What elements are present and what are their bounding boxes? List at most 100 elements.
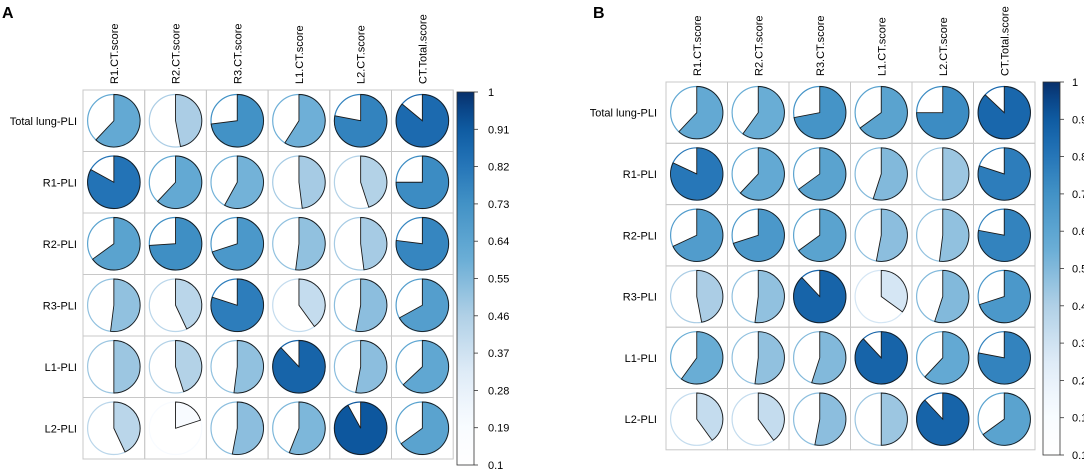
pie-glyph [731, 331, 785, 385]
pie-slice [754, 269, 785, 324]
pie-slice [298, 155, 326, 209]
pie-glyph [148, 401, 203, 456]
pie-slice [732, 208, 785, 262]
pie-glyph [210, 216, 265, 271]
pie-glyph [86, 93, 141, 148]
pie-slice [333, 94, 388, 148]
colorbar-tick-label: 0.91 [1072, 114, 1084, 126]
colorbar-tick-label: 0.28 [488, 385, 509, 397]
pie-glyph [333, 339, 388, 394]
pie-slice [977, 86, 1031, 140]
pie-slice [360, 217, 388, 271]
pie-glyph [915, 331, 970, 385]
colorbar-tick-label: 0.82 [1072, 152, 1084, 164]
pie-slice [742, 86, 785, 140]
pie-glyph [915, 392, 970, 446]
grid-cell [973, 388, 1036, 451]
colorbar-tick-label: 0.28 [1072, 375, 1084, 387]
colorbar-tick-label: 0.46 [488, 311, 509, 323]
pie-slice [977, 331, 1031, 385]
pie-glyph [395, 278, 450, 333]
row-label: Total lung-PLI [10, 116, 77, 128]
colorbar-tick-label: 0.19 [488, 423, 509, 435]
pie-slice [288, 401, 326, 455]
column-label: R1.CT.score [109, 23, 121, 84]
row-label: R3-PLI [623, 292, 657, 304]
pie-glyph [977, 392, 1031, 446]
pie-glyph [669, 269, 724, 324]
pie-glyph [272, 93, 326, 148]
pie-slice [355, 340, 388, 394]
pie-slice [793, 86, 847, 140]
pie-glyph [669, 392, 724, 446]
pie-glyph [272, 401, 326, 456]
pie-glyph [148, 339, 203, 394]
pie-slice [355, 278, 388, 332]
pie-slice [113, 401, 141, 453]
colorbar-tick-label: 0.64 [1072, 226, 1084, 238]
pie-glyph [86, 401, 141, 456]
colorbar-tick-label: 0.37 [488, 348, 509, 360]
pie-glyph [333, 155, 388, 210]
pie-slice [110, 278, 141, 332]
pie-slice [872, 147, 908, 201]
pie-glyph [669, 208, 724, 263]
pie-glyph [210, 93, 265, 148]
pie-slice [333, 401, 388, 455]
column-label: R1.CT.score [692, 15, 704, 76]
pie-glyph [977, 269, 1031, 324]
pie-slice [854, 331, 908, 385]
pie-slice [672, 208, 724, 262]
pie-glyph [86, 278, 141, 333]
pie-slice [978, 269, 1031, 324]
pie-glyph [854, 147, 908, 201]
pie-glyph [977, 85, 1031, 140]
pie-glyph [272, 339, 326, 394]
column-label: L2.CT.score [938, 17, 950, 76]
colorbar-tick-label: 0.73 [1072, 189, 1084, 201]
colorbar-tick-label: 0.82 [488, 162, 509, 174]
column-label: R3.CT.score [815, 15, 827, 76]
pie-glyph [210, 155, 265, 210]
pie-slice [398, 278, 450, 332]
pie-glyph [210, 278, 265, 333]
row-label: R2-PLI [43, 239, 77, 251]
pie-glyph [854, 269, 908, 324]
pie-glyph [915, 269, 970, 324]
pie-glyph [395, 155, 450, 210]
pie-glyph [148, 93, 203, 148]
pie-glyph [731, 208, 785, 263]
column-label: L1.CT.score [876, 17, 888, 76]
pie-glyph [977, 147, 1031, 201]
pie-glyph [792, 331, 847, 385]
column-label: R2.CT.score [171, 23, 183, 84]
pie-glyph [915, 147, 970, 201]
pie-slice [924, 331, 970, 385]
pie-glyph [395, 216, 450, 271]
pie-slice [696, 269, 724, 323]
pie-slice [284, 94, 326, 148]
colorbar [1042, 81, 1061, 456]
pie-glyph [210, 401, 265, 456]
pie-slice [670, 147, 724, 201]
pie-slice [797, 208, 847, 262]
pie-slice [175, 340, 203, 393]
pie-glyph [395, 339, 450, 394]
row-label: L1-PLI [625, 353, 657, 365]
pie-glyph [333, 278, 388, 333]
pie-glyph [272, 216, 326, 271]
pie-slice [233, 340, 264, 394]
panel-label: A [2, 5, 14, 22]
pie-glyph [86, 339, 141, 394]
pie-slice [942, 147, 970, 201]
colorbar [456, 91, 475, 466]
pie-glyph [854, 85, 908, 140]
pie-glyph [731, 85, 785, 140]
pie-glyph [669, 331, 724, 385]
pie-glyph [977, 208, 1031, 263]
pie-glyph [669, 85, 724, 140]
pie-glyph [915, 85, 970, 140]
pie-slice [916, 86, 970, 140]
pie-slice [113, 340, 141, 394]
